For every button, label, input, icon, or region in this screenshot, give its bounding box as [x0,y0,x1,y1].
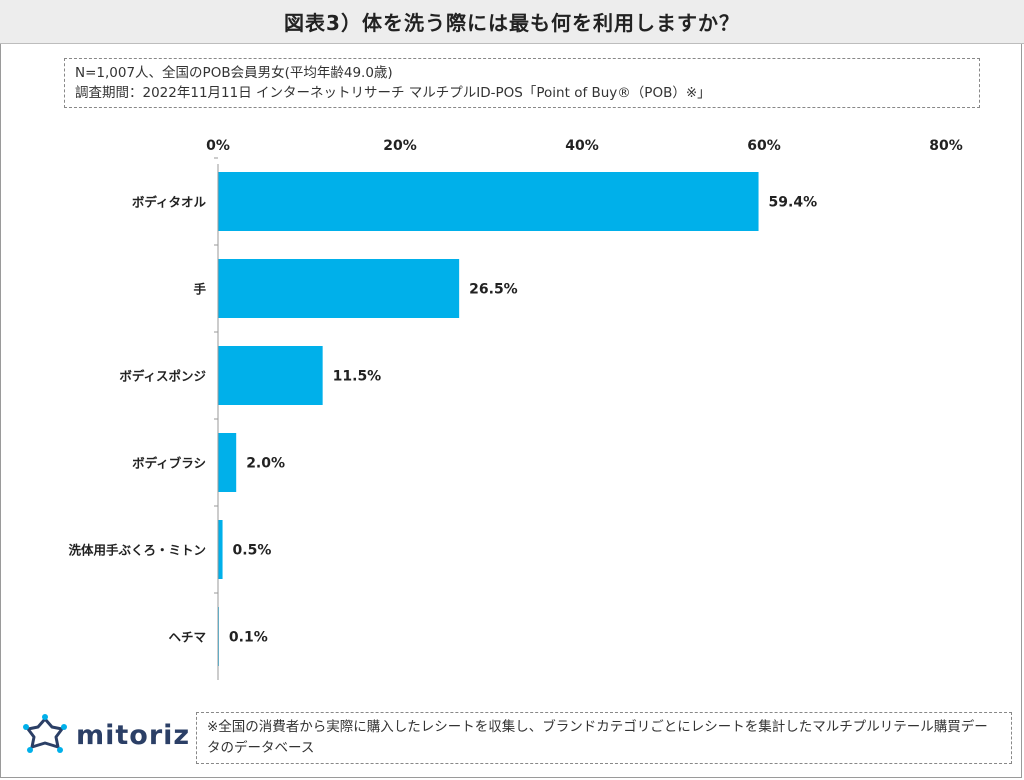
category-label: ボディタオル [132,195,207,210]
value-label: 26.5% [469,282,518,298]
chart-title: 図表3）体を洗う際には最も何を利用しますか？ [0,0,1024,44]
brand-logo: mitoriz [22,713,190,757]
survey-notes: N=1,007人、全国のPOB会員男女(平均年齢49.0歳) 調査期間：2022… [64,58,980,108]
category-label: ボディスポンジ [119,369,206,384]
bar-1 [218,259,460,318]
bar-0 [218,172,759,231]
x-tick-label: 80% [929,138,963,154]
mitoriz-logo-icon [23,714,67,753]
x-tick-label: 40% [565,138,599,154]
category-label: 手 [193,282,206,297]
bar-chart: 0% 20% 40% 60% 80% ボディタオル 59.4% 手 26.5% ボディスポンジ 11… [68,138,963,680]
category-label: ボディブラシ [132,456,206,471]
bar-4 [218,520,223,579]
x-tick-label: 20% [383,138,417,154]
bar-3 [218,433,237,492]
value-label: 0.5% [233,543,272,559]
footer-note-text: ※全国の消費者から実際に購入したレシートを収集し、ブランドカテゴリごとにレシート… [207,719,988,756]
value-label: 59.4% [769,195,818,211]
value-label: 0.1% [229,630,268,646]
bar-2 [218,346,323,405]
category-label: 洗体用手ぶくろ・ミトン [68,543,206,558]
value-label: 2.0% [246,456,285,472]
chart-title-text: 図表3）体を洗う際には最も何を利用しますか？ [284,11,740,35]
value-label: 11.5% [333,369,382,385]
category-label: ヘチマ [168,630,206,645]
survey-note-line-2: 調査期間：2022年11月11日 インターネットリサーチ マルチプルID-POS… [75,85,711,101]
x-tick-label: 60% [747,138,781,154]
brand-name: mitoriz [76,719,191,751]
survey-note-line-1: N=1,007人、全国のPOB会員男女(平均年齢49.0歳) [75,65,393,81]
footer-note: ※全国の消費者から実際に購入したレシートを収集し、ブランドカテゴリごとにレシート… [196,712,1012,764]
x-tick-label: 0% [206,138,230,154]
